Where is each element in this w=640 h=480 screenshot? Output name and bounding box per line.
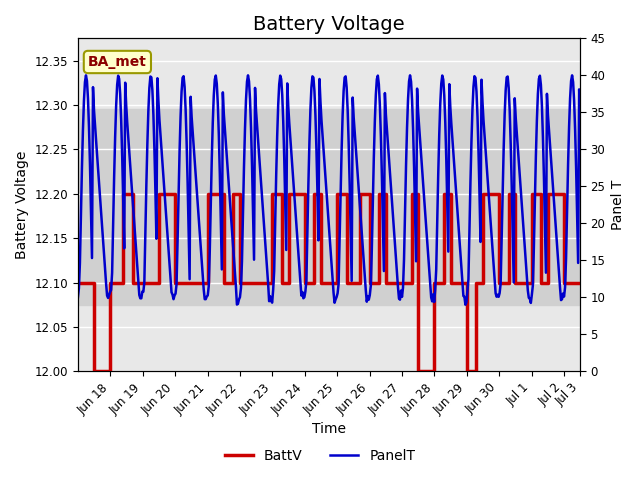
- Title: Battery Voltage: Battery Voltage: [253, 15, 405, 34]
- Legend: BattV, PanelT: BattV, PanelT: [220, 443, 420, 468]
- Y-axis label: Battery Voltage: Battery Voltage: [15, 151, 29, 259]
- Text: BA_met: BA_met: [88, 55, 147, 69]
- Y-axis label: Panel T: Panel T: [611, 180, 625, 230]
- X-axis label: Time: Time: [312, 422, 346, 436]
- Bar: [78, 109, 580, 305]
